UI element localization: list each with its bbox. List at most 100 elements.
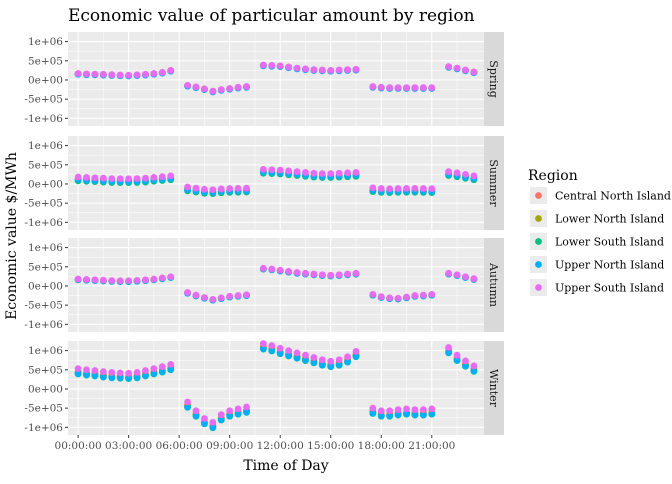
point-upper-south-island bbox=[310, 354, 318, 361]
point-upper-south-island bbox=[394, 185, 402, 192]
point-upper-south-island bbox=[428, 291, 436, 298]
point-upper-south-island bbox=[150, 275, 158, 283]
point-upper-south-island bbox=[453, 64, 461, 72]
facet-strip-label: Spring bbox=[487, 60, 500, 97]
y-tick-label: 5e+05 bbox=[28, 159, 63, 171]
facet-strip bbox=[484, 238, 504, 332]
x-tick-label: 21:00:00 bbox=[408, 440, 455, 452]
point-upper-south-island bbox=[327, 271, 335, 279]
point-upper-south-island bbox=[302, 169, 309, 176]
facet-strip bbox=[484, 32, 504, 126]
y-tick-label: 1e+06 bbox=[28, 242, 63, 254]
point-upper-south-island bbox=[184, 82, 191, 89]
point-upper-south-island bbox=[411, 292, 419, 299]
point-upper-south-island bbox=[344, 169, 351, 177]
point-upper-south-island bbox=[335, 66, 343, 74]
point-upper-south-island bbox=[192, 184, 200, 192]
point-upper-south-island bbox=[74, 173, 82, 181]
point-upper-north-island bbox=[335, 361, 343, 369]
point-upper-south-island bbox=[158, 274, 166, 282]
point-upper-south-island bbox=[268, 342, 276, 350]
point-upper-south-island bbox=[226, 85, 234, 92]
point-upper-north-island bbox=[318, 361, 326, 369]
point-upper-south-island bbox=[386, 294, 394, 302]
panel-background bbox=[68, 238, 484, 332]
point-upper-south-island bbox=[310, 169, 318, 177]
y-tick-label: 0e+00 bbox=[28, 178, 63, 190]
point-upper-south-island bbox=[74, 70, 82, 77]
point-upper-north-island bbox=[344, 358, 351, 366]
point-upper-south-island bbox=[201, 294, 208, 301]
point-upper-south-island bbox=[403, 293, 410, 301]
point-upper-south-island bbox=[108, 369, 116, 376]
x-tick-label: 00:00:00 bbox=[55, 440, 102, 452]
x-tick-label: 09:00:00 bbox=[206, 440, 253, 452]
point-upper-north-island bbox=[470, 367, 478, 375]
point-upper-south-island bbox=[419, 84, 427, 92]
point-upper-south-island bbox=[268, 166, 276, 174]
legend-title: Region bbox=[528, 168, 578, 184]
point-upper-south-island bbox=[470, 362, 478, 370]
legend-entry-label: Lower South Island bbox=[555, 236, 664, 249]
legend-key-marker bbox=[535, 192, 542, 199]
point-upper-south-island bbox=[150, 174, 158, 181]
point-upper-north-island bbox=[226, 412, 234, 420]
point-upper-south-island bbox=[285, 267, 293, 275]
point-upper-south-island bbox=[209, 87, 217, 95]
point-upper-north-island bbox=[243, 408, 250, 416]
point-upper-south-island bbox=[184, 183, 191, 191]
point-upper-south-island bbox=[217, 294, 225, 302]
point-upper-south-island bbox=[462, 66, 469, 74]
panel-autumn: -1e+06 -5e+05 0e+00 5e+05 1e+06 Autumn bbox=[24, 238, 504, 332]
point-upper-south-island bbox=[83, 276, 90, 283]
point-upper-south-island bbox=[310, 66, 318, 74]
points-group bbox=[74, 264, 478, 304]
y-tick-label: 0e+00 bbox=[28, 74, 63, 86]
point-upper-south-island bbox=[226, 185, 234, 192]
point-upper-south-island bbox=[462, 357, 469, 365]
point-upper-south-island bbox=[335, 271, 343, 279]
point-upper-south-island bbox=[243, 184, 250, 192]
point-upper-south-island bbox=[234, 292, 242, 299]
point-upper-south-island bbox=[344, 66, 351, 74]
point-upper-north-island bbox=[352, 352, 360, 360]
point-upper-south-island bbox=[99, 276, 107, 284]
point-upper-south-island bbox=[327, 67, 335, 74]
point-upper-south-island bbox=[226, 407, 234, 415]
point-upper-south-island bbox=[453, 271, 461, 279]
point-upper-south-island bbox=[470, 172, 478, 180]
y-tick-label: -5e+05 bbox=[24, 94, 63, 106]
point-upper-south-island bbox=[377, 293, 385, 301]
point-upper-south-island bbox=[411, 84, 419, 92]
legend: Region Central North Island Lower North I… bbox=[528, 168, 671, 296]
point-upper-south-island bbox=[403, 405, 410, 413]
point-upper-south-island bbox=[369, 184, 377, 192]
x-tick-label: 15:00:00 bbox=[307, 440, 354, 452]
panel-background bbox=[68, 341, 484, 435]
point-upper-south-island bbox=[116, 369, 124, 377]
point-upper-south-island bbox=[470, 68, 478, 76]
y-tick-label: -5e+05 bbox=[24, 300, 63, 312]
legend-entry-label: Upper North Island bbox=[555, 259, 664, 272]
point-upper-south-island bbox=[369, 83, 377, 90]
point-upper-south-island bbox=[302, 65, 309, 73]
point-upper-south-island bbox=[99, 174, 107, 182]
point-upper-south-island bbox=[276, 266, 284, 274]
point-upper-north-island bbox=[142, 372, 149, 379]
point-upper-south-island bbox=[99, 70, 107, 78]
point-upper-south-island bbox=[243, 403, 250, 411]
point-upper-south-island bbox=[142, 276, 149, 284]
x-axis-label: Time of Day bbox=[243, 458, 328, 474]
facet-strip bbox=[484, 341, 504, 435]
point-upper-south-island bbox=[369, 291, 377, 298]
point-upper-south-island bbox=[276, 166, 284, 174]
point-upper-north-island bbox=[234, 410, 242, 418]
point-upper-south-island bbox=[259, 61, 267, 69]
point-upper-south-island bbox=[285, 63, 293, 71]
point-upper-south-island bbox=[293, 269, 301, 276]
point-upper-south-island bbox=[419, 291, 427, 299]
point-upper-south-island bbox=[201, 85, 208, 93]
point-upper-south-island bbox=[352, 65, 360, 73]
point-upper-north-island bbox=[302, 356, 309, 364]
